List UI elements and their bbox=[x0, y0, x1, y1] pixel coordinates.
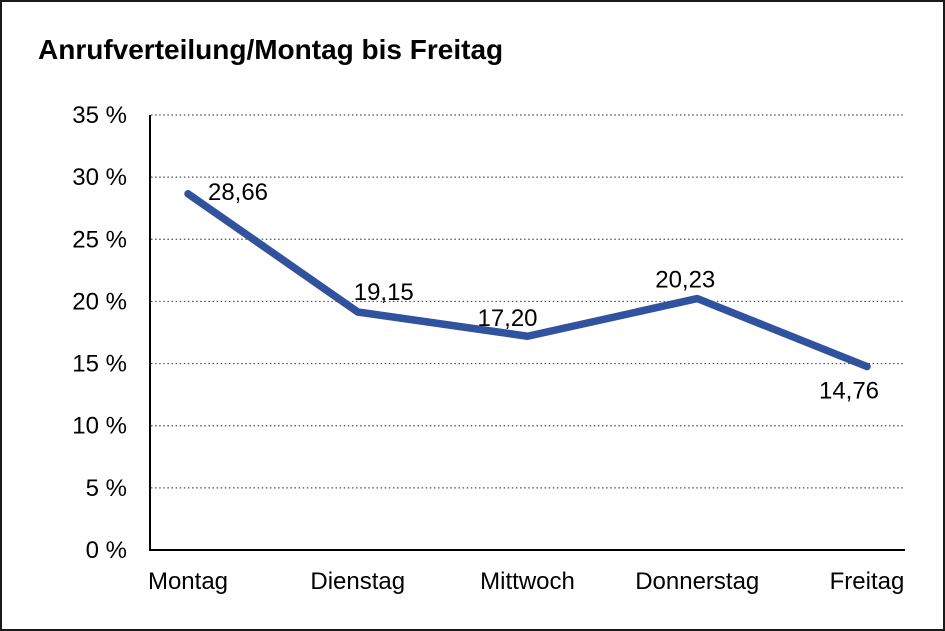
x-axis-label: Montag bbox=[148, 568, 228, 595]
y-tick-label: 10 % bbox=[72, 413, 127, 440]
data-point-label: 20,23 bbox=[655, 267, 715, 294]
y-tick-label: 0 % bbox=[86, 537, 127, 564]
y-tick-label: 5 % bbox=[86, 475, 127, 502]
y-tick-label: 35 % bbox=[72, 102, 127, 129]
data-point-label: 17,20 bbox=[477, 305, 537, 332]
y-tick-label: 20 % bbox=[72, 288, 127, 315]
chart-title: Anrufverteilung/Montag bis Freitag bbox=[38, 34, 503, 65]
x-axis-label: Dienstag bbox=[310, 568, 405, 595]
x-axis-label: Donnerstag bbox=[635, 568, 759, 595]
data-point-label: 28,66 bbox=[208, 179, 268, 206]
y-tick-label: 15 % bbox=[72, 351, 127, 378]
y-tick-label: 25 % bbox=[72, 226, 127, 253]
x-axis-label: Mittwoch bbox=[480, 568, 575, 595]
data-series-line bbox=[184, 190, 871, 371]
data-point-label: 14,76 bbox=[819, 378, 879, 405]
y-tick-label: 30 % bbox=[72, 164, 127, 191]
data-point-label: 19,15 bbox=[354, 279, 414, 306]
x-axis-label: Freitag bbox=[830, 568, 905, 595]
